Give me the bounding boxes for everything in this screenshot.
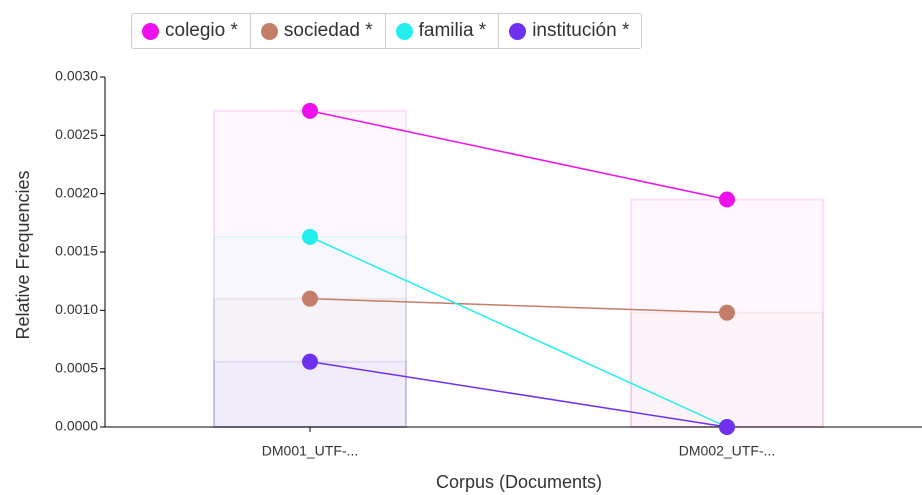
y-tick-label: 0.0030 (55, 68, 98, 84)
y-tick-label: 0.0000 (55, 418, 98, 434)
x-tick-label: DM001_UTF-... (262, 443, 358, 459)
point (719, 419, 735, 435)
y-axis-title: Relative Frequencies (13, 170, 33, 339)
point (302, 290, 318, 307)
bar (630, 311, 824, 428)
legend: colegio * sociedad * familia * institución … (131, 13, 643, 49)
legend-item[interactable]: familia * (386, 14, 500, 48)
legend-label: familia * (418, 20, 487, 41)
point (302, 228, 318, 245)
point (719, 191, 735, 208)
legend-swatch (509, 22, 527, 40)
series-line (309, 236, 728, 428)
legend-label: sociedad * (283, 20, 373, 41)
y-tick-label: 0.0025 (55, 126, 98, 142)
legend-swatch (142, 22, 159, 40)
y-tick-label: 0.0020 (55, 184, 98, 200)
legend-label: institución * (532, 20, 630, 41)
legend-item[interactable]: sociedad * (251, 14, 386, 48)
point (719, 304, 735, 321)
legend-label: colegio * (165, 20, 238, 41)
series-line (309, 360, 728, 428)
y-tick-label: 0.0005 (55, 359, 98, 375)
y-tick-label: 0.0010 (55, 301, 98, 317)
point (302, 353, 318, 370)
legend-item[interactable]: colegio * (132, 14, 251, 48)
legend-swatch (395, 22, 413, 40)
x-tick-label: DM002_UTF-... (679, 443, 775, 459)
y-tick-label: 0.0015 (55, 243, 98, 259)
point (302, 102, 318, 119)
series-line (309, 110, 728, 201)
legend-item[interactable]: institución * (499, 14, 641, 48)
x-axis-title: Corpus (Documents) (436, 472, 602, 492)
legend-swatch (260, 22, 278, 40)
series-line (309, 297, 728, 314)
